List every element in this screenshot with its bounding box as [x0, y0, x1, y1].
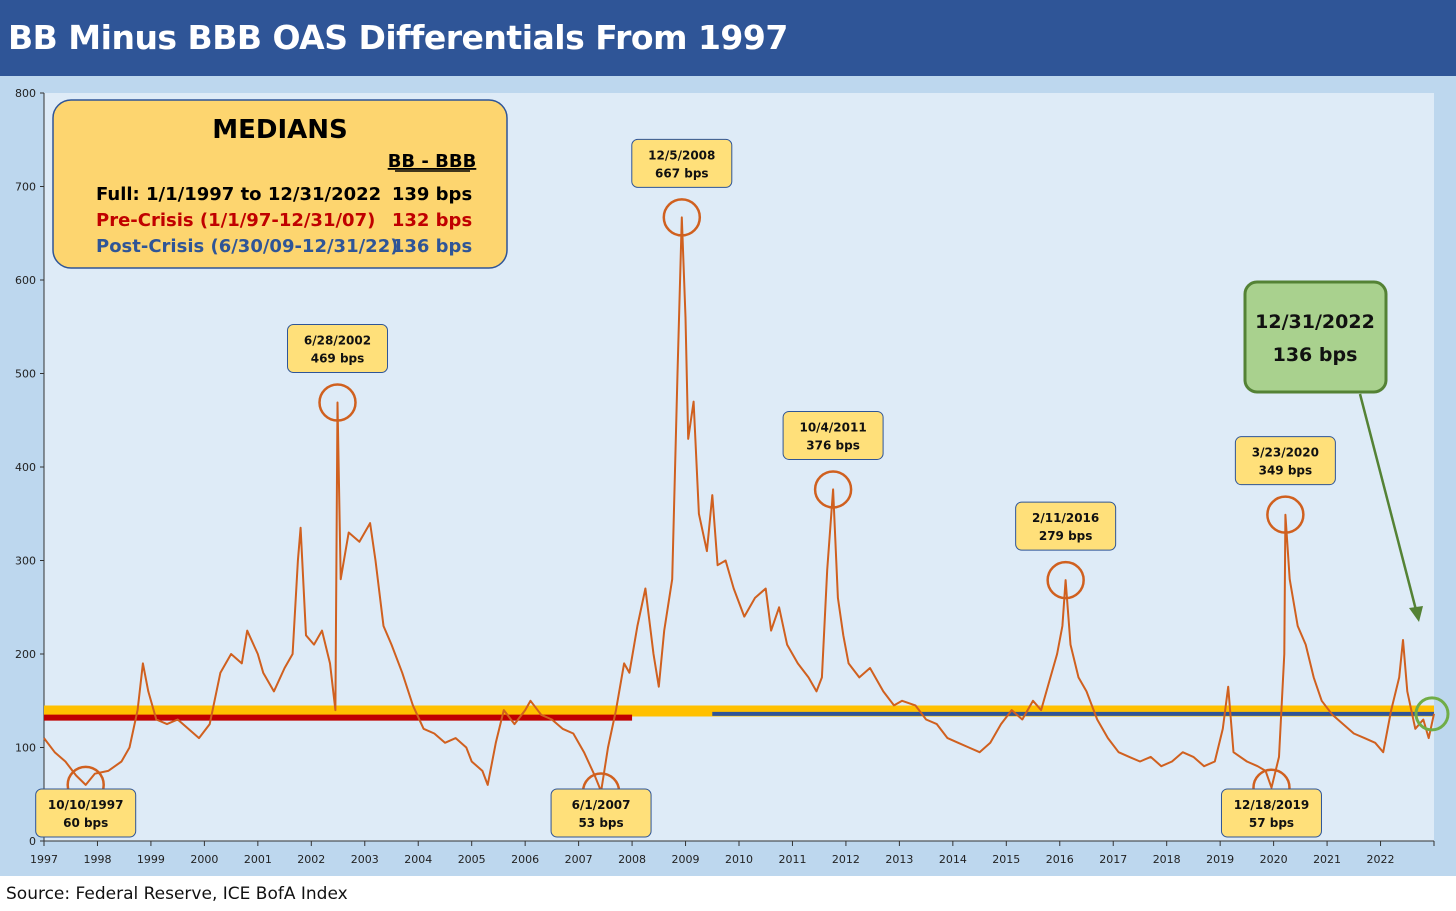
- callout-box: [1015, 501, 1117, 551]
- source-bar: Source: Federal Reserve, ICE BofA Index: [0, 876, 1456, 911]
- callout-circle: [318, 383, 357, 422]
- x-tick-label: 2020: [1260, 853, 1288, 866]
- final-callout-circle: [1414, 696, 1450, 732]
- callout-value: 349 bps: [1259, 464, 1313, 478]
- callout-date: 12/18/2019: [1234, 798, 1310, 812]
- callout: 3/23/2020 349 bps: [1234, 436, 1336, 534]
- x-tick-label: 2009: [672, 853, 700, 866]
- callout: 10/4/2011 376 bps: [782, 410, 884, 509]
- x-tick-label: 1997: [30, 853, 58, 866]
- final-callout: 12/31/2022 136 bps: [1243, 280, 1450, 732]
- callout-box: [287, 323, 389, 373]
- final-callout-date: 12/31/2022: [1255, 311, 1375, 333]
- medians-row-value: 139 bps: [392, 184, 472, 205]
- medians-row-value: 132 bps: [392, 210, 472, 231]
- callout-box: [1234, 436, 1336, 486]
- callout-circle: [1046, 560, 1085, 600]
- y-tick-label: 800: [15, 87, 36, 100]
- y-tick-label: 400: [15, 461, 36, 474]
- y-tick-label: 300: [15, 555, 36, 568]
- x-tick-label: 2000: [190, 853, 218, 866]
- final-callout-arrow-head: [1409, 606, 1423, 622]
- x-tick-label: 2012: [832, 853, 860, 866]
- medians-row-label: Pre-Crisis (1/1/97-12/31/07): [96, 210, 375, 231]
- y-tick-label: 200: [15, 648, 36, 661]
- callout-value: 469 bps: [311, 351, 365, 365]
- callout-value: 667 bps: [655, 166, 709, 180]
- x-tick-label: 2021: [1313, 853, 1341, 866]
- final-callout-value: 136 bps: [1273, 344, 1358, 366]
- callout-box: [1220, 788, 1322, 838]
- x-tick-label: 2017: [1099, 853, 1127, 866]
- x-tick-label: 2019: [1206, 853, 1234, 866]
- callout: 10/10/1997 60 bps: [35, 765, 137, 838]
- callout-box: [550, 788, 652, 838]
- x-tick-label: 2015: [992, 853, 1020, 866]
- x-tick-label: 1999: [137, 853, 165, 866]
- medians-column-header: BB - BBB: [388, 151, 477, 172]
- x-tick-label: 2011: [778, 853, 806, 866]
- x-tick-label: 2010: [725, 853, 753, 866]
- y-tick-label: 700: [15, 181, 36, 194]
- callout-date: 10/10/1997: [48, 798, 124, 812]
- callout-value: 53 bps: [578, 816, 623, 830]
- x-tick-label: 2016: [1046, 853, 1074, 866]
- callout-date: 3/23/2020: [1252, 446, 1319, 460]
- callout-value: 60 bps: [63, 816, 108, 830]
- x-tick-label: 2013: [885, 853, 913, 866]
- x-tick-label: 2004: [404, 853, 432, 866]
- x-tick-label: 2022: [1367, 853, 1395, 866]
- callout-circle: [662, 198, 702, 237]
- callout-box: [631, 138, 733, 188]
- callout: 12/5/2008 667 bps: [631, 138, 733, 237]
- callout-value: 279 bps: [1039, 529, 1093, 543]
- x-tick-label: 2001: [244, 853, 272, 866]
- y-tick-label: 100: [15, 742, 36, 755]
- y-tick-label: 0: [29, 835, 36, 848]
- final-callout-arrow-line: [1358, 393, 1418, 611]
- x-tick-label: 2002: [297, 853, 325, 866]
- medians-title: MEDIANS: [212, 115, 348, 145]
- medians-row-label: Full: 1/1/1997 to 12/31/2022: [96, 184, 381, 205]
- medians-box: MEDIANS BB - BBB Full: 1/1/1997 to 12/31/2…: [52, 99, 508, 269]
- medians-box-bg: [52, 99, 508, 269]
- final-callout-box: [1243, 280, 1388, 394]
- callout-date: 2/11/2016: [1032, 511, 1099, 525]
- x-tick-label: 2006: [511, 853, 539, 866]
- callout: 6/1/2007 53 bps: [550, 772, 652, 838]
- medians-row-value: 136 bps: [392, 236, 472, 257]
- x-tick-label: 2008: [618, 853, 646, 866]
- callout-date: 12/5/2008: [648, 148, 715, 162]
- chart-title: BB Minus BBB OAS Differentials From 1997: [8, 18, 788, 57]
- callout-date: 6/1/2007: [572, 798, 631, 812]
- callout-circle: [813, 470, 853, 509]
- callout-box: [35, 788, 137, 838]
- callout: 12/18/2019 57 bps: [1220, 768, 1322, 838]
- y-tick-label: 500: [15, 368, 36, 381]
- x-tick-label: 2007: [565, 853, 593, 866]
- callout-value: 57 bps: [1249, 816, 1294, 830]
- series-line: [43, 216, 1435, 793]
- title-bar: BB Minus BBB OAS Differentials From 1997: [0, 0, 1456, 76]
- callout-circle: [1266, 495, 1305, 534]
- source-note: Source: Federal Reserve, ICE BofA Index: [6, 884, 348, 904]
- callout-value: 376 bps: [806, 438, 860, 452]
- callout-date: 6/28/2002: [304, 333, 371, 347]
- y-tick-label: 600: [15, 274, 36, 287]
- callout-date: 10/4/2011: [799, 420, 866, 434]
- x-tick-label: 2014: [939, 853, 967, 866]
- x-tick-label: 2018: [1153, 853, 1181, 866]
- callout: 6/28/2002 469 bps: [287, 323, 389, 422]
- x-tick-label: 2003: [351, 853, 379, 866]
- x-tick-label: 1998: [83, 853, 111, 866]
- medians-row-label: Post-Crisis (6/30/09-12/31/22): [96, 236, 398, 257]
- callout-box: [782, 410, 884, 460]
- x-tick-label: 2005: [458, 853, 486, 866]
- callout: 2/11/2016 279 bps: [1015, 501, 1117, 600]
